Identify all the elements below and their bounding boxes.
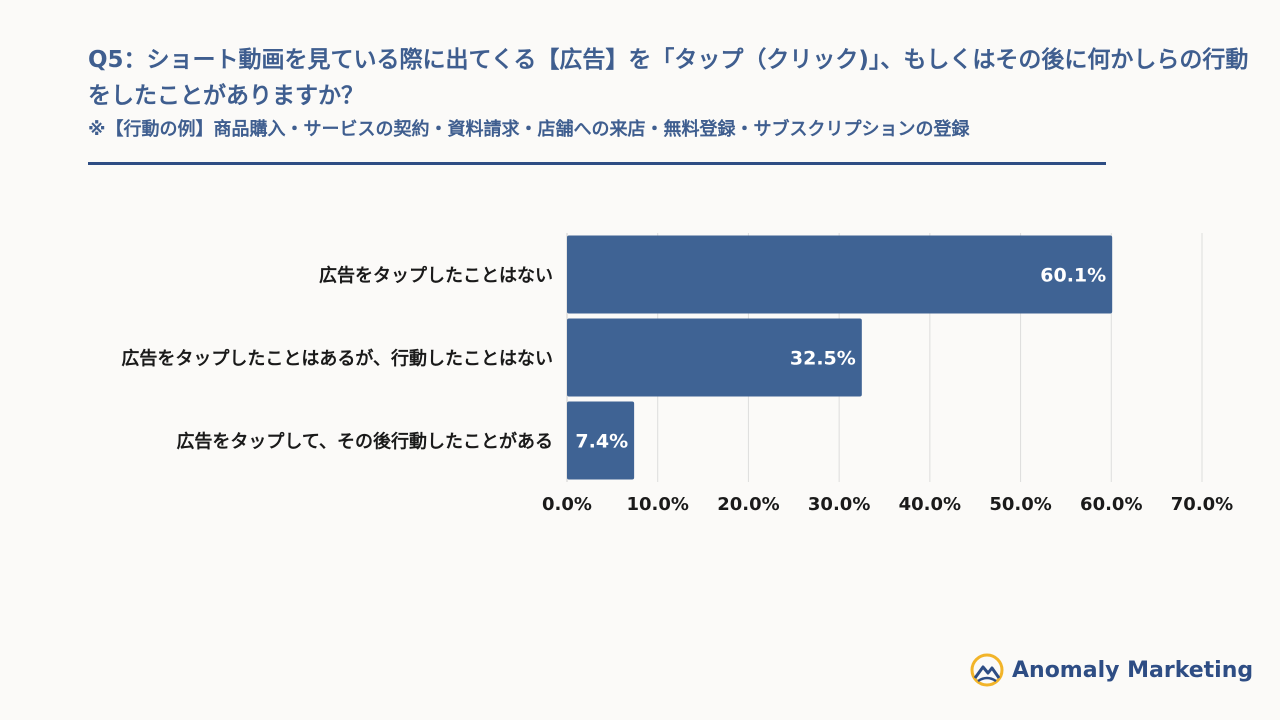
bar-value-label: 60.1% — [1040, 265, 1106, 287]
bars: 60.1% 32.5% 7.4% — [567, 235, 1113, 480]
category-labels: 広告をタップしたことはない広告をタップしたことはあるが、行動したことはない広告を… — [121, 265, 553, 453]
x-tick-label: 50.0% — [989, 494, 1051, 515]
x-tick-label: 40.0% — [899, 494, 961, 515]
category-label: 広告をタップしたことはあるが、行動したことはない — [121, 348, 553, 370]
x-tick-label: 70.0% — [1171, 494, 1233, 515]
x-tick-label: 10.0% — [626, 494, 688, 515]
x-axis-ticks: 0.0% 10.0% 20.0% 30.0% 40.0% 50.0% 60.0% 70.0% — [542, 494, 1233, 515]
bar-value-label: 32.5% — [790, 348, 856, 370]
category-label: 広告をタップしたことはない — [319, 265, 553, 287]
chart-title: Q5：ショート動画を見ている際に出てくる【広告】を「タップ（クリック)」、もしく… — [88, 47, 1249, 109]
category-label: 広告をタップして、その後行動したことがある — [176, 431, 553, 453]
x-tick-label: 60.0% — [1080, 494, 1142, 515]
bar-value-label: 7.4% — [575, 431, 628, 453]
title-divider — [88, 162, 1106, 165]
x-tick-label: 30.0% — [808, 494, 870, 515]
bar — [567, 318, 862, 397]
bar — [567, 235, 1113, 314]
brand-logo: Anomaly Marketing — [970, 652, 1253, 688]
mountain-logo-icon — [970, 653, 1004, 687]
x-tick-label: 20.0% — [717, 494, 779, 515]
chart-subtitle: ※【行動の例】商品購入・サービスの契約・資料請求・店舗への来店・無料登録・サブス… — [88, 119, 970, 140]
logo-text: Anomaly Marketing — [1012, 657, 1254, 683]
bar — [567, 401, 635, 480]
x-tick-label: 0.0% — [542, 494, 592, 515]
